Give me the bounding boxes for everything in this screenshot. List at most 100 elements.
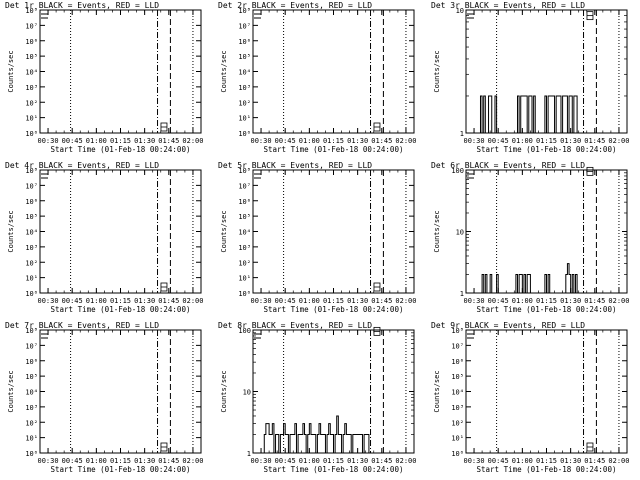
y-axis-label: Counts/sec — [433, 210, 441, 252]
x-tick-label: 01:15 — [536, 457, 557, 465]
y-tick-label: 10⁷ — [25, 182, 38, 190]
y-tick-label: 10⁷ — [25, 22, 38, 30]
y-tick-label: 10² — [25, 259, 38, 267]
trace-start-mark — [254, 13, 261, 19]
y-tick-label: 10⁴ — [451, 389, 464, 397]
y-tick-label: 10⁶ — [238, 38, 251, 46]
x-axis-label: Start Time (01-Feb-18 00:24:00) — [51, 145, 191, 154]
y-tick-label: 10³ — [25, 84, 38, 92]
x-tick-label: 01:00 — [512, 457, 533, 465]
y-tick-label: 10⁵ — [25, 213, 38, 221]
x-axis-label: Start Time (01-Feb-18 00:24:00) — [477, 145, 617, 154]
x-axis-label: Start Time (01-Feb-18 00:24:00) — [264, 465, 404, 474]
chart-title: Det 3r BLACK = Events, RED = LLD — [431, 1, 585, 10]
x-tick-label: 00:30 — [464, 137, 485, 145]
y-tick-label: 10² — [25, 99, 38, 107]
trace-start-mark — [41, 173, 48, 179]
y-tick-label: 10⁰ — [25, 130, 38, 138]
y-tick-label: 10¹ — [25, 435, 38, 443]
y-tick-label: 10³ — [451, 404, 464, 412]
x-tick-label: 01:00 — [512, 137, 533, 145]
x-tick-label: 00:45 — [275, 137, 296, 145]
y-tick-label: 10¹ — [25, 275, 38, 283]
x-tick-label: 00:30 — [251, 137, 272, 145]
y-axis-label: Counts/sec — [7, 210, 15, 252]
x-axis-label: Start Time (01-Feb-18 00:24:00) — [51, 305, 191, 314]
x-tick-label: 01:30 — [347, 297, 368, 305]
x-axis-label: Start Time (01-Feb-18 00:24:00) — [264, 305, 404, 314]
plot-frame — [39, 329, 202, 454]
x-tick-label: 00:45 — [488, 457, 509, 465]
chart-title: Det 2r BLACK = Events, RED = LLD — [218, 1, 372, 10]
x-tick-label: 02:00 — [608, 457, 629, 465]
x-axis-label: Start Time (01-Feb-18 00:24:00) — [477, 465, 617, 474]
x-tick-label: 02:00 — [182, 137, 203, 145]
y-tick-label: 10⁷ — [451, 342, 464, 350]
y-tick-label: 10⁶ — [238, 198, 251, 206]
y-axis-label: Counts/sec — [7, 370, 15, 412]
y-tick-label: 10⁷ — [238, 182, 251, 190]
x-tick-label: 01:45 — [584, 457, 605, 465]
x-tick-label: 01:15 — [323, 297, 344, 305]
y-tick-label: 10⁰ — [238, 130, 251, 138]
y-tick-label: 10⁰ — [451, 450, 464, 458]
chart-title: Det 4r BLACK = Events, RED = LLD — [5, 161, 159, 170]
y-axis-label: Counts/sec — [7, 50, 15, 92]
x-tick-label: 01:00 — [299, 457, 320, 465]
y-tick-label: 100 — [238, 327, 251, 335]
y-tick-label: 10² — [238, 99, 251, 107]
y-tick-label: 10¹ — [238, 275, 251, 283]
plot-frame — [252, 169, 415, 294]
plot-frame — [252, 9, 415, 134]
trace-start-mark — [467, 173, 474, 179]
chart-title: Det 1r BLACK = Events, RED = LLD — [5, 1, 159, 10]
y-axis-label: Counts/sec — [433, 370, 441, 412]
chart-panel: Det 9r BLACK = Events, RED = LLD 10⁰ 10¹ 10… — [431, 321, 629, 474]
y-tick-label: 10⁵ — [451, 373, 464, 381]
x-tick-label: 01:15 — [323, 137, 344, 145]
chart-panel: Det 8r BLACK = Events, RED = LLD 1 10 100 00… — [218, 321, 416, 474]
y-tick-label: 10⁰ — [238, 290, 251, 298]
y-tick-label: 10⁴ — [25, 389, 38, 397]
x-tick-label: 02:00 — [608, 297, 629, 305]
x-tick-label: 01:15 — [110, 137, 131, 145]
y-tick-label: 10³ — [25, 244, 38, 252]
x-tick-label: 01:30 — [134, 297, 155, 305]
plot-frame — [39, 169, 202, 294]
plot-frame — [39, 9, 202, 134]
x-tick-label: 01:15 — [110, 297, 131, 305]
x-tick-label: 02:00 — [182, 457, 203, 465]
x-tick-label: 00:30 — [38, 457, 59, 465]
y-tick-label: 10³ — [238, 84, 251, 92]
chart-panel: Det 4r BLACK = Events, RED = LLD 10⁰ 10¹ 10… — [5, 161, 203, 314]
y-tick-label: 10⁸ — [238, 167, 251, 175]
y-tick-label: 10⁶ — [451, 358, 464, 366]
y-tick-label: 10⁶ — [25, 198, 38, 206]
x-tick-label: 02:00 — [182, 297, 203, 305]
chart-title: Det 8r BLACK = Events, RED = LLD — [218, 321, 372, 330]
x-tick-label: 00:30 — [251, 457, 272, 465]
chart-title: Det 9r BLACK = Events, RED = LLD — [431, 321, 585, 330]
events-series-line — [480, 263, 582, 294]
x-tick-label: 01:00 — [299, 297, 320, 305]
x-tick-label: 01:15 — [110, 457, 131, 465]
x-tick-label: 01:45 — [371, 137, 392, 145]
y-tick-label: 10⁵ — [25, 53, 38, 61]
x-tick-label: 00:45 — [62, 297, 83, 305]
y-tick-label: 10 — [456, 229, 464, 237]
y-tick-label: 1 — [460, 290, 464, 298]
trace-start-mark — [41, 13, 48, 19]
x-tick-label: 00:30 — [251, 297, 272, 305]
trace-start-mark — [254, 333, 261, 339]
y-tick-label: 10⁰ — [25, 450, 38, 458]
y-tick-label: 10¹ — [25, 115, 38, 123]
x-tick-label: 01:15 — [536, 137, 557, 145]
y-tick-label: 10³ — [238, 244, 251, 252]
x-axis-label: Start Time (01-Feb-18 00:24:00) — [51, 465, 191, 474]
chart-panel: Det 6r BLACK = Events, RED = LLD 1 10 100 00… — [431, 161, 629, 314]
x-tick-label: 01:30 — [134, 457, 155, 465]
x-tick-label: 01:45 — [584, 137, 605, 145]
y-tick-label: 10⁵ — [25, 373, 38, 381]
x-tick-label: 01:45 — [158, 137, 179, 145]
